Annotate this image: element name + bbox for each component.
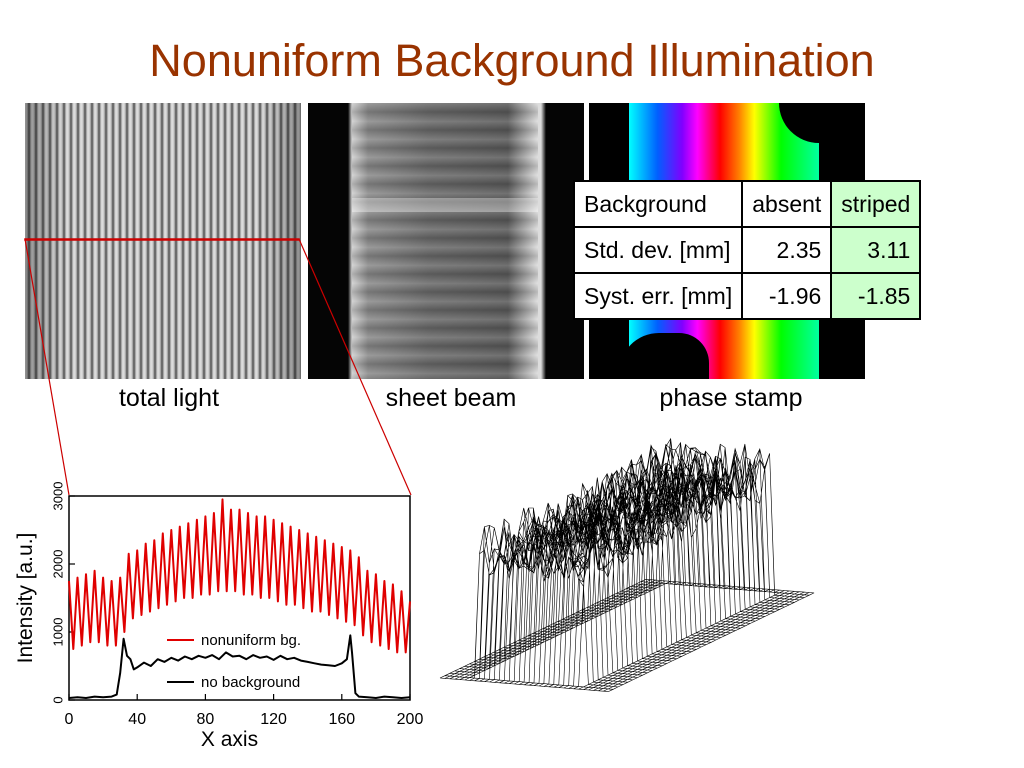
table-header-row: Background absent striped xyxy=(572,180,922,228)
x-tick-label: 80 xyxy=(197,711,215,728)
table-cell: Std. dev. [mm] xyxy=(572,226,744,274)
stats-table: Background absent striped Std. dev. [mm]… xyxy=(572,180,922,320)
mesh-wireframe xyxy=(439,437,815,692)
table-cell: 2.35 xyxy=(741,226,833,274)
row-selection-box xyxy=(24,238,300,241)
x-tick-label: 0 xyxy=(65,711,74,728)
y-axis-label: Intensity [a.u.] xyxy=(14,533,37,664)
x-tick-label: 40 xyxy=(128,711,146,728)
page-title: Nonuniform Background Illumination xyxy=(149,35,875,86)
legend-label: no background xyxy=(201,674,300,691)
legend-label: nonuniform bg. xyxy=(201,632,301,649)
caption-phase-stamp: phase stamp xyxy=(659,384,803,412)
caption-total-light: total light xyxy=(118,384,220,412)
y-tick-label: 3000 xyxy=(50,482,65,511)
y-tick-label: 1000 xyxy=(50,618,65,647)
table-row: Std. dev. [mm] 2.35 3.11 xyxy=(572,226,922,274)
table-cell: Syst. err. [mm] xyxy=(572,272,744,320)
x-tick-label: 120 xyxy=(260,711,287,728)
table-cell: 3.11 xyxy=(830,226,922,274)
zoom-line-left xyxy=(24,238,70,496)
zoom-line-right xyxy=(298,238,412,496)
y-tick-label: 0 xyxy=(50,696,65,703)
total-light-image xyxy=(25,103,301,379)
table-header-cell: striped xyxy=(830,180,922,228)
table-cell: -1.85 xyxy=(830,272,922,320)
surface-mesh-plot xyxy=(439,437,815,692)
x-tick-label: 160 xyxy=(328,711,355,728)
caption-sheet-beam: sheet beam xyxy=(385,384,517,412)
x-tick-label: 200 xyxy=(397,711,424,728)
table-header-cell: absent xyxy=(741,180,833,228)
y-tick-label: 2000 xyxy=(50,550,65,579)
table-cell: -1.96 xyxy=(741,272,833,320)
x-axis-label: X axis xyxy=(201,728,258,751)
series-line-0 xyxy=(68,498,411,654)
table-header-cell: Background xyxy=(572,180,744,228)
series-line-1 xyxy=(68,634,411,699)
table-row: Syst. err. [mm] -1.96 -1.85 xyxy=(572,272,922,320)
sheet-beam-image xyxy=(308,103,584,379)
